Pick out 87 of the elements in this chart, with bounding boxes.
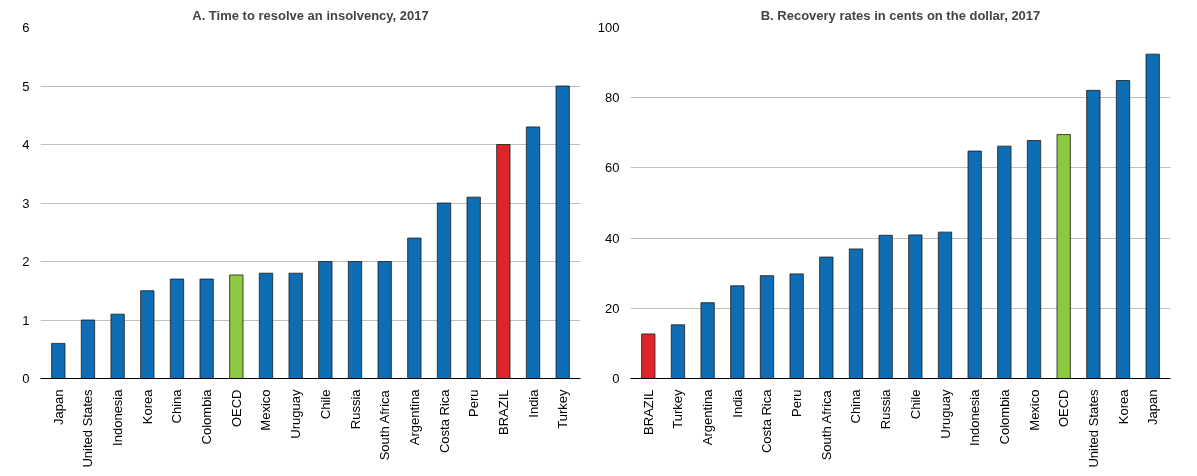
x-tick-label: OECD <box>228 389 244 428</box>
x-tick-label: BRAZIL <box>640 389 656 436</box>
y-tick-label: 0 <box>22 371 30 386</box>
x-tick-label: Korea <box>139 388 155 425</box>
y-tick-label: 60 <box>605 160 620 176</box>
bar <box>819 256 834 379</box>
x-tick-label: Chile <box>907 389 923 420</box>
bar <box>525 126 541 379</box>
x-tick-label: OECD <box>1056 389 1072 428</box>
x-tick-label: Mexico <box>1026 389 1042 431</box>
bar <box>407 237 422 379</box>
x-tick-label: Peru <box>466 389 482 417</box>
x-tick-label: United States <box>80 389 96 468</box>
x-tick-label: Colombia <box>996 388 1012 445</box>
bar <box>670 324 686 379</box>
bar <box>730 285 745 379</box>
bar <box>789 273 804 379</box>
x-tick-label: Mexico <box>258 389 274 431</box>
y-tick-label: 1 <box>22 312 30 328</box>
bar <box>377 261 392 379</box>
x-tick-label: Costa Rica <box>759 388 775 454</box>
bar <box>641 333 656 379</box>
x-tick-label: Indonesia <box>967 388 983 446</box>
bar <box>258 272 274 379</box>
bar <box>80 319 96 379</box>
bar <box>1145 53 1160 379</box>
bar <box>229 274 244 379</box>
bar <box>51 343 66 379</box>
bar <box>169 278 185 379</box>
bar <box>496 144 511 379</box>
bar <box>700 302 715 379</box>
bar <box>199 278 214 379</box>
bar <box>967 150 982 379</box>
bar <box>1115 80 1131 379</box>
bar <box>1086 89 1101 379</box>
x-tick-label: Colombia <box>199 388 215 445</box>
x-tick-label: United States <box>1085 389 1101 468</box>
bar <box>436 202 452 379</box>
x-tick-label: South Africa <box>818 389 834 461</box>
x-tick-label: India <box>729 388 745 418</box>
x-tick-label: Russia <box>878 388 894 430</box>
y-tick-label: 80 <box>605 90 620 106</box>
y-tick-label: 0 <box>612 371 620 386</box>
y-tick-label: 20 <box>605 300 620 316</box>
x-tick-label: Argentina <box>700 388 716 446</box>
bar <box>288 272 303 379</box>
x-tick-label: China <box>169 388 185 424</box>
x-tick-label: Turkey <box>555 389 571 429</box>
x-tick-label: Uruguay <box>937 389 953 439</box>
bar <box>878 234 893 379</box>
x-tick-label: China <box>848 388 864 424</box>
x-tick-label: Japan <box>50 389 66 425</box>
x-tick-label: Chile <box>317 389 333 420</box>
bar <box>848 248 864 379</box>
y-tick-label: 100 <box>597 20 620 35</box>
x-tick-label: Russia <box>347 388 363 430</box>
x-tick-label: Costa Rica <box>436 388 452 454</box>
chart-title: A. Time to resolve an insolvency, 2017 <box>192 7 429 23</box>
bar <box>555 85 570 379</box>
x-tick-label: Argentina <box>406 388 422 446</box>
bar <box>466 196 481 379</box>
bar <box>110 313 125 379</box>
bar <box>318 261 333 379</box>
y-tick-label: 6 <box>22 20 30 35</box>
bar <box>908 234 923 379</box>
y-tick-label: 2 <box>22 254 30 269</box>
y-tick-label: 3 <box>22 195 30 211</box>
bar <box>347 261 363 379</box>
bar <box>937 231 953 379</box>
x-tick-label: South Africa <box>377 389 393 461</box>
x-tick-label: Japan <box>1145 389 1161 425</box>
bar <box>759 275 775 379</box>
chart-title: B. Recovery rates in cents on the dollar, 2017 <box>760 7 1041 23</box>
bar <box>997 145 1012 379</box>
x-tick-label: Turkey <box>670 389 686 429</box>
x-tick-label: Korea <box>1115 388 1131 425</box>
x-tick-label: India <box>525 388 541 418</box>
x-tick-label: Peru <box>789 389 805 417</box>
x-tick-label: BRAZIL <box>495 389 511 436</box>
y-tick-label: 40 <box>605 230 620 246</box>
bar <box>1026 140 1042 379</box>
bar <box>140 290 155 379</box>
x-tick-label: Indonesia <box>110 388 126 446</box>
y-tick-label: 4 <box>22 137 30 152</box>
y-tick-label: 5 <box>22 78 30 94</box>
bar <box>1056 134 1071 379</box>
x-tick-label: Uruguay <box>288 389 304 439</box>
